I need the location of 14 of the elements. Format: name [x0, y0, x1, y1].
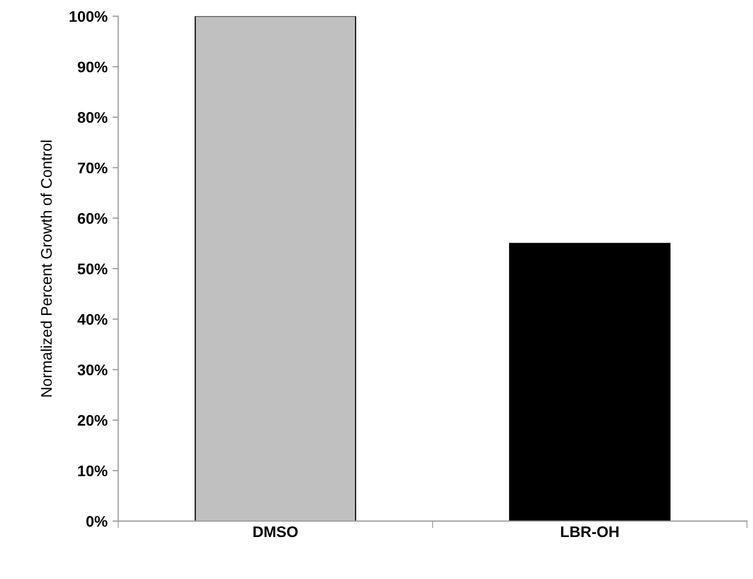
- y-axis-title: Normalized Percent Growth of Control: [40, 140, 52, 396]
- y-tick-label: 60%: [78, 213, 108, 224]
- x-tick-label: LBR-OH: [561, 526, 618, 538]
- y-tick-label: 80%: [78, 112, 108, 123]
- y-tick-label: 40%: [77, 314, 108, 325]
- y-tick-label: 20%: [78, 414, 108, 426]
- y-tick-label: 30%: [78, 364, 108, 376]
- y-tick-label: 90%: [78, 62, 108, 72]
- y-tick-label: 0%: [86, 516, 108, 527]
- x-tick-label: DMSO: [254, 526, 298, 538]
- y-tick-label: 100%: [70, 11, 108, 22]
- y-tick-label: 50%: [78, 264, 108, 274]
- y-tick-label: 10%: [78, 465, 108, 476]
- y-tick-label: 70%: [78, 162, 108, 174]
